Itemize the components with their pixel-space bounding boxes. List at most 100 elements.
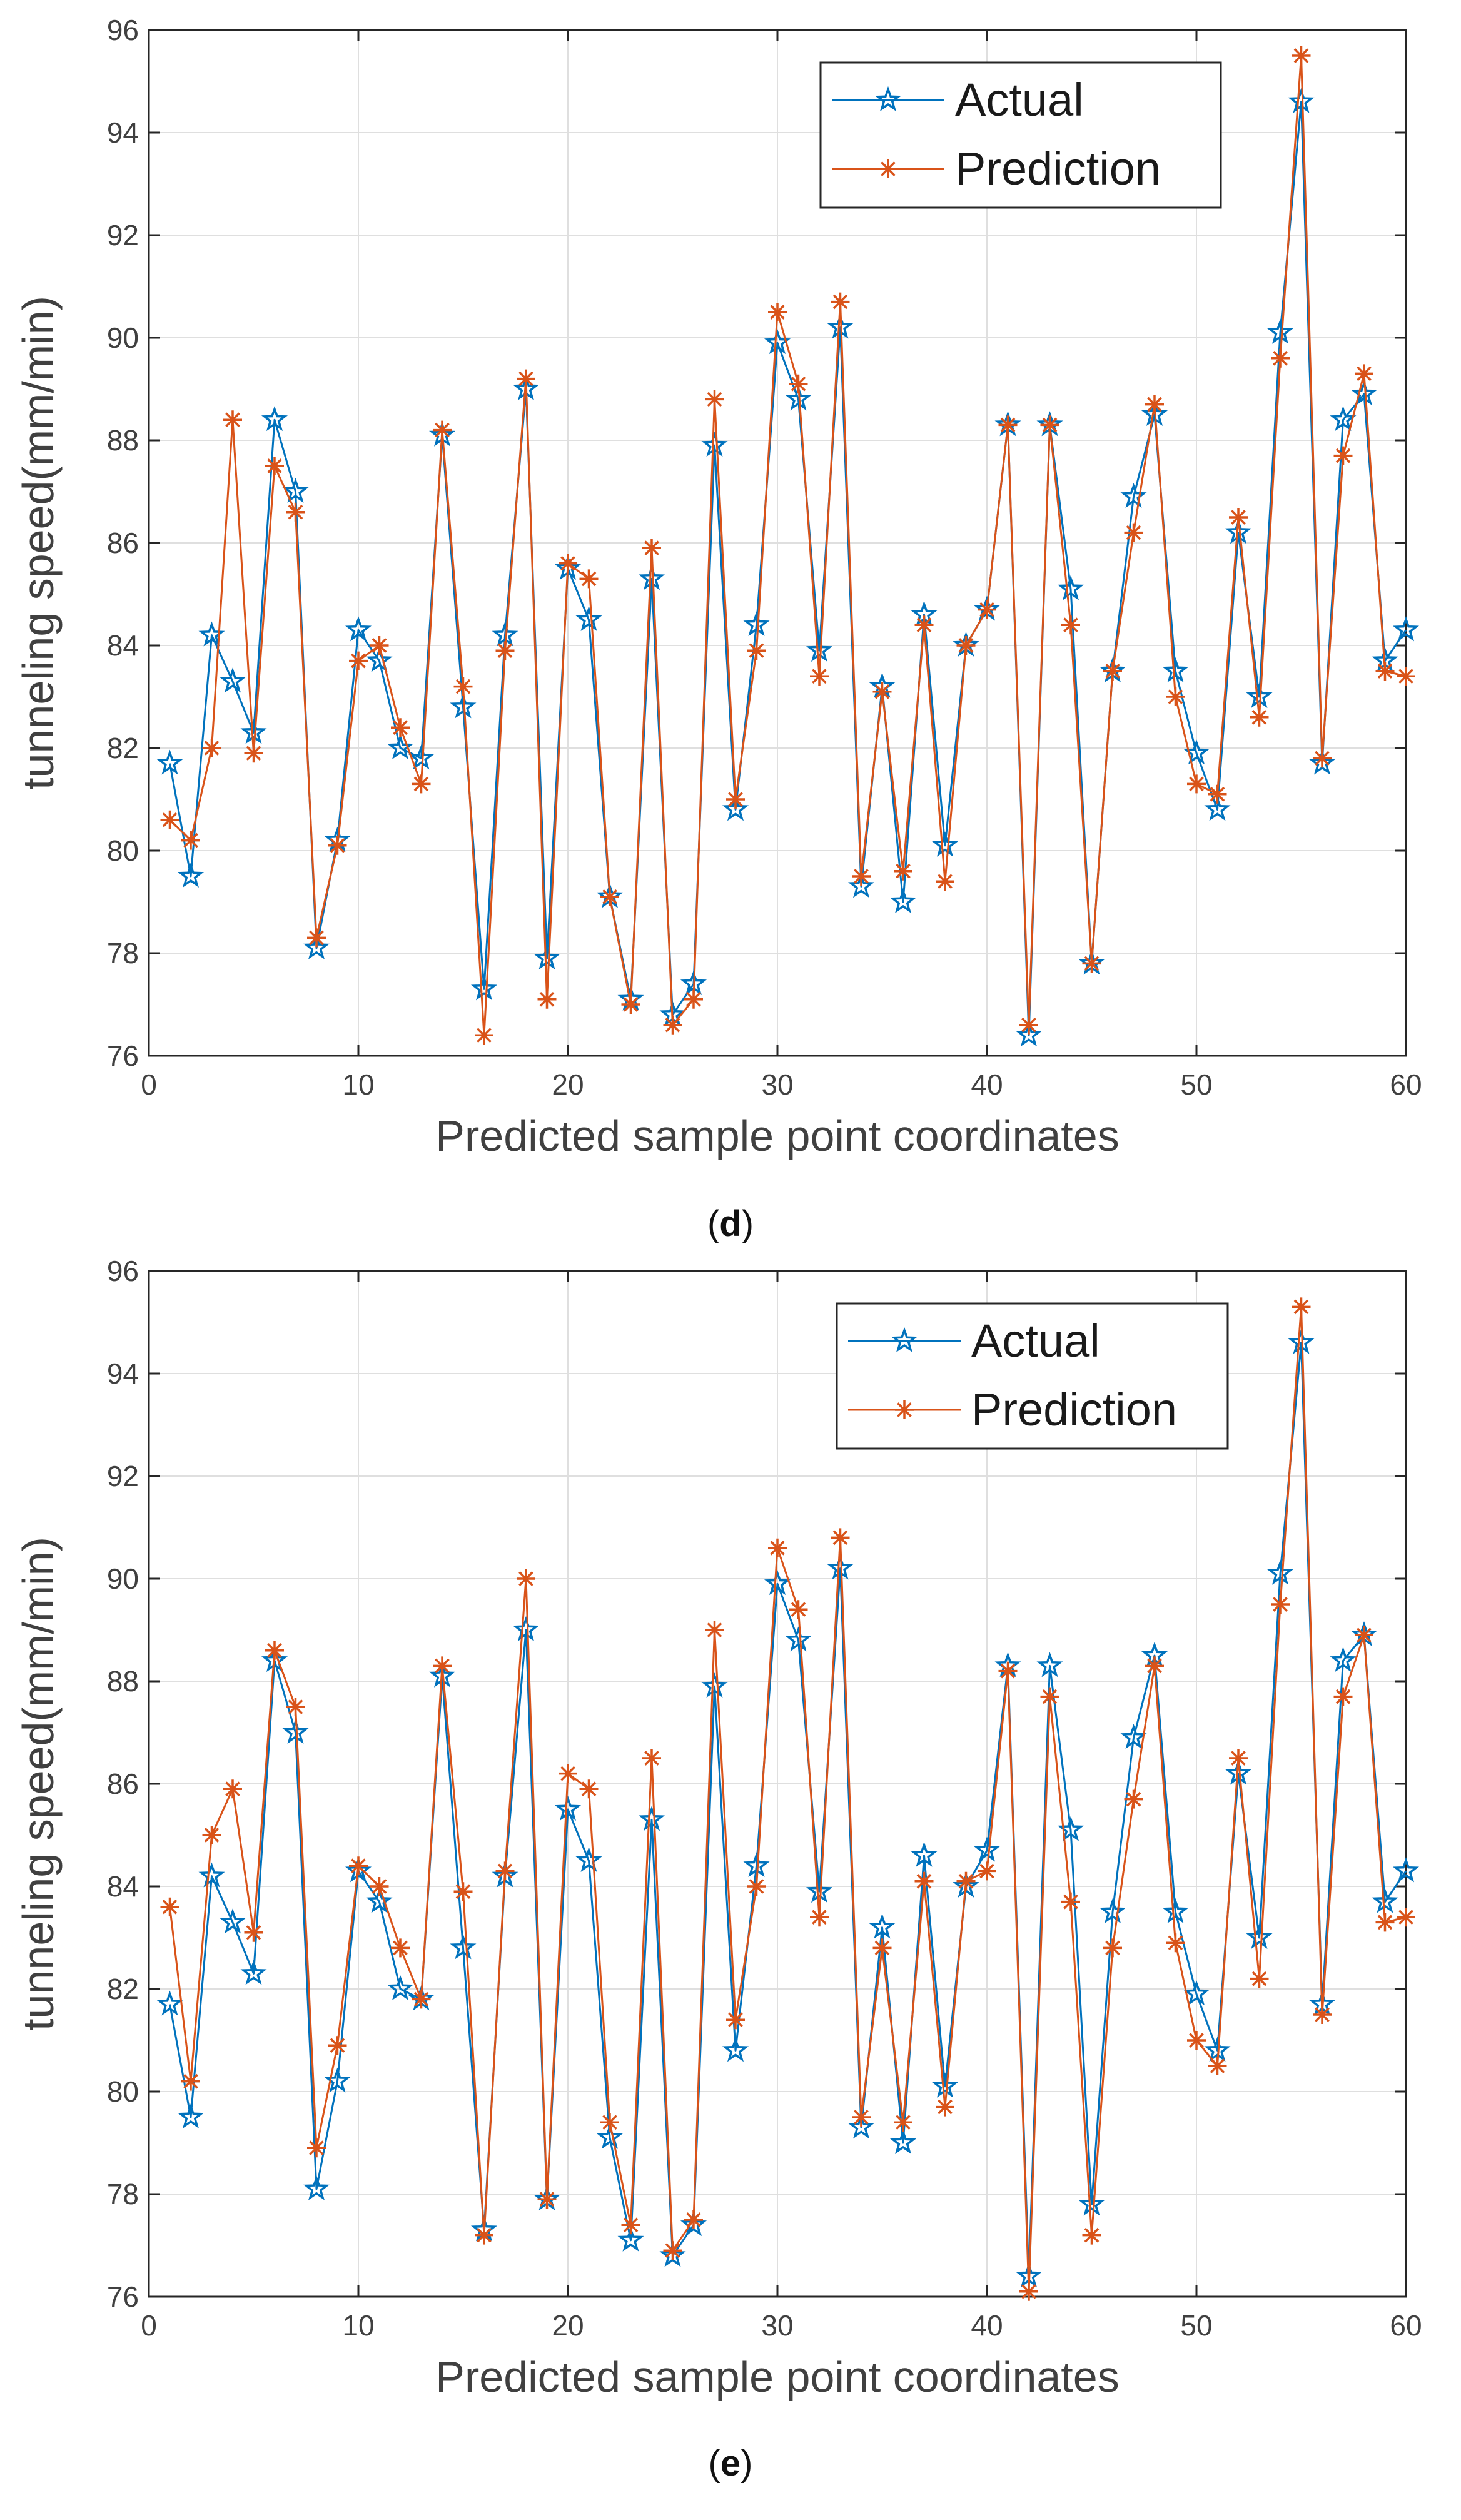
data-point-actual: [1078, 2190, 1105, 2216]
data-point-prediction: [1187, 2031, 1206, 2050]
data-point-prediction: [517, 1569, 535, 1588]
y-axis-label: tunneling speed(mm/min): [14, 296, 63, 790]
data-point-prediction: [160, 1897, 179, 1916]
data-point-actual: [806, 637, 833, 662]
legend-entry-actual: Actual: [832, 74, 1084, 126]
data-point-prediction: [202, 1826, 221, 1844]
data-point-prediction: [1061, 1892, 1080, 1911]
data-point-prediction: [1292, 46, 1311, 65]
data-point-actual: [1246, 682, 1273, 708]
data-point-prediction: [1208, 784, 1227, 804]
x-tick-label: 50: [1180, 2309, 1212, 2342]
y-tick-label: 78: [107, 2178, 139, 2210]
data-point-prediction: [181, 2072, 200, 2091]
x-tick-label: 0: [141, 1068, 157, 1101]
data-point-actual: [847, 873, 875, 898]
data-point-actual: [1036, 1652, 1063, 1677]
data-point-actual: [1099, 1898, 1126, 1923]
x-tick-label: 50: [1180, 1068, 1212, 1101]
y-tick-label: 78: [107, 937, 139, 969]
data-point-actual: [1392, 616, 1420, 642]
data-point-prediction: [349, 1856, 368, 1876]
data-point-prediction: [663, 1015, 682, 1035]
data-point-prediction: [936, 2097, 954, 2117]
data-point-prediction: [1124, 1789, 1143, 1809]
data-point-prediction: [810, 667, 829, 686]
data-point-prediction: [789, 374, 808, 393]
data-point-prediction: [1397, 1908, 1415, 1927]
data-point-actual: [282, 1718, 309, 1744]
chart-panel-e: 76 78 80 82 84 86 88 90 92 94 96 0 10 20 30 40 50 60 tun…: [14, 1255, 1422, 2484]
data-point-actual: [345, 616, 372, 642]
data-point-actual: [827, 313, 854, 339]
data-point-actual: [303, 934, 330, 959]
data-point-actual: [722, 796, 749, 821]
data-point-actual: [785, 1626, 812, 1652]
data-point-actual: [764, 1570, 791, 1596]
data-point-prediction: [600, 2113, 619, 2132]
data-point-prediction: [475, 2225, 493, 2245]
data-point-actual: [177, 2103, 205, 2128]
data-point-prediction: [831, 1528, 850, 1547]
data-point-actual: [1372, 1888, 1398, 1913]
data-point-prediction: [160, 810, 179, 829]
x-axis-label: Predicted sample point coordinates: [435, 1111, 1119, 1160]
data-point-actual: [450, 693, 477, 719]
series-line-actual: [169, 1342, 1407, 2277]
x-axis-ticks: 0 10 20 30 40 50 60: [141, 1271, 1422, 2342]
data-point-prediction: [1103, 1938, 1122, 1958]
data-point-prediction: [852, 2108, 871, 2127]
data-point-actual: [533, 944, 560, 970]
data-point-actual: [366, 647, 393, 672]
data-point-prediction: [894, 2113, 912, 2132]
data-point-actual: [596, 2123, 624, 2149]
data-point-prediction: [978, 600, 996, 619]
data-point-actual: [1330, 1647, 1357, 1672]
data-point-prediction: [726, 2010, 745, 2030]
data-point-actual: [554, 1795, 582, 1821]
data-point-prediction: [1250, 1969, 1269, 1988]
data-point-actual: [911, 1841, 938, 1867]
data-point-prediction: [453, 1882, 473, 1901]
y-tick-label: 82: [107, 732, 139, 764]
data-point-prediction: [998, 415, 1018, 435]
data-point-actual: [1162, 657, 1189, 682]
data-point-prediction: [1145, 1656, 1164, 1676]
data-point-actual: [701, 432, 728, 457]
data-point-actual: [847, 2113, 875, 2139]
data-point-prediction: [1019, 1015, 1038, 1035]
caption-open: (: [707, 1203, 719, 1244]
data-point-actual: [889, 888, 917, 913]
data-point-prediction: [537, 989, 557, 1009]
data-point-prediction: [684, 989, 703, 1009]
series-prediction: [160, 1297, 1415, 2301]
data-point-prediction: [726, 790, 745, 809]
data-point-prediction: [559, 1764, 577, 1783]
series-layer: [156, 1297, 1420, 2301]
data-point-prediction: [956, 636, 976, 655]
data-point-prediction: [579, 569, 599, 589]
data-point-prediction: [370, 636, 389, 655]
legend-star-marker-icon: [874, 86, 902, 111]
data-point-actual: [1266, 318, 1294, 344]
data-point-prediction: [433, 1656, 452, 1676]
data-point-prediction: [1103, 662, 1122, 681]
y-tick-label: 96: [107, 1255, 139, 1287]
data-point-prediction: [537, 2190, 557, 2209]
data-point-prediction: [998, 1661, 1018, 1681]
data-point-actual: [722, 2037, 749, 2062]
data-point-prediction: [453, 677, 473, 696]
y-tick-label: 76: [107, 2280, 139, 2313]
data-point-prediction: [475, 1026, 493, 1045]
caption-close: ): [741, 2443, 752, 2484]
panel-caption: (d): [707, 1203, 754, 1244]
data-point-actual: [240, 719, 267, 744]
y-axis-ticks: 76 78 80 82 84 86 88 90 92 94 96: [107, 14, 1406, 1072]
data-point-prediction: [579, 1779, 599, 1799]
data-point-prediction: [789, 1600, 808, 1619]
data-point-prediction: [244, 1923, 263, 1942]
data-point-actual: [743, 1852, 770, 1878]
data-point-actual: [1288, 1328, 1315, 1354]
data-point-prediction: [1061, 615, 1080, 635]
